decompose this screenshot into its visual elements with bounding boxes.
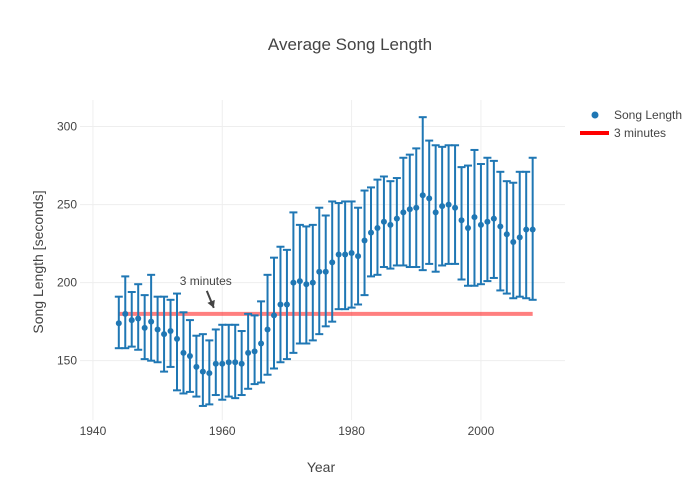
data-point[interactable] [465, 225, 471, 231]
data-point[interactable] [329, 259, 336, 266]
data-point[interactable] [529, 226, 536, 233]
annotation-arrowhead [207, 299, 215, 308]
y-axis-title: Song Length [seconds] [30, 190, 46, 333]
data-point[interactable] [490, 215, 497, 222]
data-point[interactable] [419, 192, 426, 199]
y-tick-label: 250 [57, 198, 77, 212]
data-point[interactable] [503, 231, 510, 238]
error-bar [522, 170, 531, 300]
legend-item-3-minutes[interactable]: 3 minutes [580, 126, 666, 140]
data-point[interactable] [348, 249, 355, 256]
data-point[interactable] [225, 359, 232, 366]
x-tick-label: 1960 [209, 424, 236, 438]
data-point[interactable] [387, 221, 394, 228]
error-bar [425, 139, 434, 265]
data-point[interactable] [161, 331, 168, 338]
x-axis-title: Year [307, 459, 336, 475]
data-point[interactable] [484, 218, 491, 225]
data-point[interactable] [374, 225, 381, 231]
error-bar [147, 273, 156, 362]
data-point[interactable] [335, 251, 342, 258]
data-point[interactable] [368, 229, 374, 236]
legend-label-song-length: Song Length [614, 108, 682, 122]
data-point[interactable] [523, 226, 530, 233]
data-point[interactable] [206, 370, 213, 377]
data-point[interactable] [432, 209, 439, 216]
data-point[interactable] [199, 368, 206, 375]
data-point[interactable] [271, 312, 277, 319]
data-point[interactable] [406, 206, 413, 213]
x-tick-label: 1940 [80, 424, 107, 438]
data-point[interactable] [115, 320, 122, 327]
y-tick-label: 150 [57, 354, 77, 368]
y-tick-label: 300 [57, 120, 77, 134]
data-point[interactable] [180, 349, 187, 356]
data-point[interactable] [296, 278, 303, 285]
annotation-3-minutes: 3 minutes [180, 274, 232, 309]
y-tick-label: 200 [57, 276, 77, 290]
data-point[interactable] [316, 268, 323, 275]
data-point[interactable] [477, 221, 484, 228]
data-point[interactable] [445, 201, 452, 208]
legend-marker-song-length [591, 111, 599, 119]
data-point[interactable] [400, 209, 407, 216]
data-point[interactable] [283, 301, 290, 308]
data-point[interactable] [342, 251, 349, 258]
data-point[interactable] [458, 217, 465, 224]
data-point[interactable] [141, 324, 148, 331]
data-point[interactable] [238, 360, 245, 367]
data-point[interactable] [245, 349, 252, 356]
chart-title: Average Song Length [268, 35, 432, 54]
data-point[interactable] [154, 326, 161, 333]
error-bar [173, 292, 181, 392]
legend-label-3-minutes: 3 minutes [614, 126, 666, 140]
data-point[interactable] [135, 315, 142, 322]
data-point[interactable] [219, 360, 226, 367]
data-point[interactable] [148, 318, 155, 325]
data-point[interactable] [122, 310, 129, 317]
data-point[interactable] [439, 203, 446, 210]
data-point[interactable] [277, 301, 284, 308]
data-point[interactable] [452, 204, 459, 211]
data-point[interactable] [128, 317, 135, 324]
data-point[interactable] [212, 360, 219, 367]
data-point[interactable] [193, 363, 200, 370]
data-point[interactable] [309, 279, 316, 286]
error-bar [431, 144, 440, 273]
data-point[interactable] [303, 281, 310, 288]
data-point[interactable] [516, 234, 523, 241]
data-point[interactable] [393, 215, 400, 222]
x-tick-label: 2000 [468, 424, 495, 438]
data-point[interactable] [322, 268, 329, 275]
data-point[interactable] [510, 239, 517, 246]
data-point[interactable] [355, 253, 362, 260]
data-point[interactable] [264, 326, 271, 333]
error-bar [457, 166, 466, 281]
error-bar [451, 144, 460, 265]
error-bar [502, 180, 511, 295]
legend-item-song-length[interactable]: Song Length [591, 108, 683, 122]
data-point[interactable] [426, 195, 433, 202]
data-point[interactable] [251, 348, 258, 355]
annotations: 3 minutes [180, 274, 232, 309]
error-bar [263, 273, 272, 376]
data-points [115, 192, 536, 377]
data-point[interactable] [380, 218, 387, 225]
x-tick-label: 1980 [338, 424, 365, 438]
data-point[interactable] [232, 359, 239, 366]
data-point[interactable] [413, 204, 420, 211]
annotation-text: 3 minutes [180, 274, 232, 288]
data-point[interactable] [174, 335, 180, 342]
data-point[interactable] [258, 340, 265, 347]
legend[interactable]: Song Length 3 minutes [580, 108, 682, 140]
data-point[interactable] [167, 328, 174, 335]
data-point[interactable] [471, 214, 478, 221]
error-bar [496, 170, 505, 292]
data-point[interactable] [290, 279, 297, 286]
data-point[interactable] [497, 223, 504, 230]
tick-labels: 1940 1960 1980 2000 150 200 250 300 [57, 120, 495, 438]
data-point[interactable] [361, 237, 368, 244]
data-point[interactable] [186, 353, 193, 359]
